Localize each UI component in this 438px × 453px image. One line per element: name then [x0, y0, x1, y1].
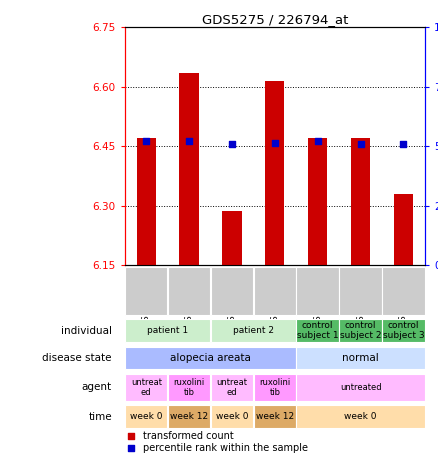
- Text: alopecia areata: alopecia areata: [170, 353, 251, 363]
- Text: percentile rank within the sample: percentile rank within the sample: [143, 443, 308, 453]
- Text: untreated: untreated: [340, 383, 381, 392]
- Point: [357, 140, 364, 147]
- Text: week 0: week 0: [130, 412, 162, 421]
- Bar: [211, 267, 253, 315]
- Text: time: time: [88, 412, 112, 422]
- Point: [143, 138, 150, 145]
- Bar: [254, 267, 296, 315]
- Bar: [168, 374, 210, 401]
- Bar: [297, 405, 425, 428]
- Bar: [125, 405, 167, 428]
- Text: control
subject 1: control subject 1: [297, 321, 339, 340]
- Text: transformed count: transformed count: [143, 431, 233, 441]
- Text: week 12: week 12: [256, 412, 294, 421]
- Text: patient 2: patient 2: [233, 326, 274, 335]
- Bar: [339, 319, 382, 342]
- Bar: [308, 138, 327, 265]
- Bar: [394, 194, 413, 265]
- Bar: [297, 347, 425, 369]
- Text: patient 1: patient 1: [147, 326, 188, 335]
- Point: [229, 140, 236, 148]
- Text: ruxolini
tib: ruxolini tib: [259, 378, 290, 397]
- Text: agent: agent: [82, 382, 112, 392]
- Title: GDS5275 / 226794_at: GDS5275 / 226794_at: [201, 13, 348, 26]
- Bar: [265, 81, 285, 265]
- Text: week 12: week 12: [170, 412, 208, 421]
- Point: [186, 138, 193, 145]
- Text: week 0: week 0: [344, 412, 377, 421]
- Text: untreat
ed: untreat ed: [216, 378, 247, 397]
- Text: control
subject 2: control subject 2: [340, 321, 381, 340]
- Point: [272, 140, 279, 147]
- Bar: [211, 374, 253, 401]
- Bar: [351, 138, 370, 265]
- Bar: [125, 267, 167, 315]
- Bar: [297, 319, 339, 342]
- Bar: [382, 319, 425, 342]
- Point: [314, 138, 321, 145]
- Bar: [211, 405, 253, 428]
- Bar: [180, 73, 199, 265]
- Text: control
subject 3: control subject 3: [383, 321, 424, 340]
- Point: [127, 445, 134, 452]
- Bar: [254, 374, 296, 401]
- Bar: [254, 405, 296, 428]
- Bar: [297, 374, 425, 401]
- Text: untreat
ed: untreat ed: [131, 378, 162, 397]
- Bar: [382, 267, 425, 315]
- Bar: [168, 267, 210, 315]
- Bar: [125, 319, 210, 342]
- Bar: [297, 267, 339, 315]
- Point: [400, 140, 407, 148]
- Bar: [339, 267, 382, 315]
- Text: ruxolini
tib: ruxolini tib: [173, 378, 205, 397]
- Bar: [211, 319, 296, 342]
- Bar: [223, 212, 242, 265]
- Bar: [137, 138, 156, 265]
- Text: individual: individual: [61, 326, 112, 336]
- Text: normal: normal: [342, 353, 379, 363]
- Text: disease state: disease state: [42, 353, 112, 363]
- Text: week 0: week 0: [216, 412, 248, 421]
- Bar: [168, 405, 210, 428]
- Bar: [125, 347, 296, 369]
- Point: [127, 432, 134, 439]
- Bar: [125, 374, 167, 401]
